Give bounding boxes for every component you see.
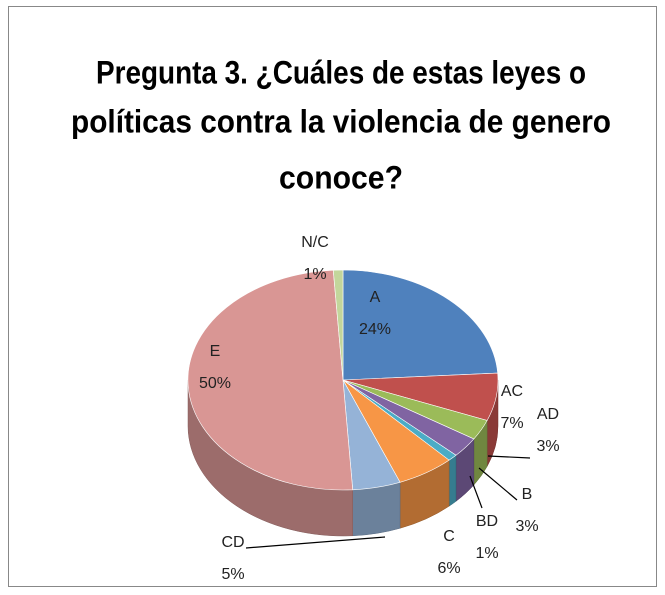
category-label: BD [476, 513, 498, 530]
value-label: 24% [359, 321, 391, 338]
value-label: 6% [437, 560, 460, 577]
pie [187, 269, 499, 537]
slice [342, 269, 499, 381]
chart-title: Pregunta 3. ¿Cuáles de estas leyes o [96, 54, 586, 90]
slice [332, 269, 344, 381]
value-label: 7% [500, 415, 523, 432]
category-label: B [522, 486, 533, 503]
value-label: 5% [221, 566, 244, 583]
value-label: 1% [475, 545, 498, 562]
category-label: AC [501, 383, 523, 400]
category-label: E [210, 343, 221, 360]
value-label: 50% [199, 375, 231, 392]
slice-side [352, 481, 401, 537]
category-label: C [443, 528, 455, 545]
value-label: 1% [303, 266, 326, 283]
slice-side [448, 454, 457, 507]
leader-line [245, 536, 386, 549]
category-label: CD [221, 534, 244, 551]
value-label: 3% [515, 518, 538, 535]
chart-title: políticas contra la violencia de genero [71, 103, 611, 139]
category-label: AD [537, 406, 559, 423]
category-label: N/C [301, 234, 329, 251]
labels: A 24% AC 7% AD 3% B 3% BD 1% C 6% CD 5% E 50% N/C 1% [199, 234, 560, 583]
slice [187, 269, 354, 491]
value-label: 3% [536, 438, 559, 455]
chart-title: conoce? [279, 159, 403, 195]
leader-line [478, 467, 518, 501]
leader-line [469, 475, 483, 509]
category-label: A [370, 289, 381, 306]
leader-line [487, 455, 531, 459]
